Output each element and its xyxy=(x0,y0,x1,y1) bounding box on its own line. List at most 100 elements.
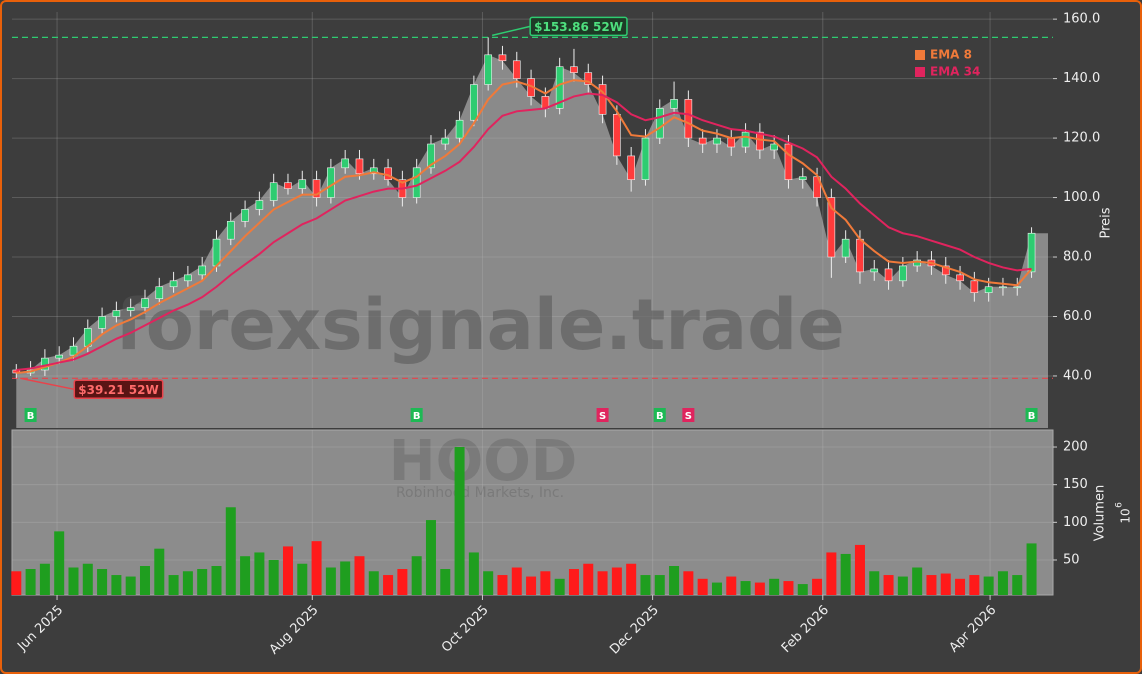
volume-bar xyxy=(182,571,193,595)
volume-bar xyxy=(411,556,422,595)
candle-body xyxy=(226,221,235,240)
volume-bar xyxy=(297,563,308,595)
volume-bar xyxy=(325,567,336,595)
y-axis-label: Volumen xyxy=(1093,485,1108,542)
x-tick-label: Feb 2026 xyxy=(779,603,832,656)
candle-body xyxy=(598,84,607,115)
volume-bar xyxy=(483,571,494,595)
signal-label: B xyxy=(413,411,421,422)
volume-bar xyxy=(311,541,322,595)
x-tick-label: Aug 2025 xyxy=(267,603,322,658)
candle-body xyxy=(627,155,635,181)
volume-bar xyxy=(883,575,894,595)
volume-bar xyxy=(454,447,465,595)
volume-bar xyxy=(626,563,637,595)
y-tick-label: 100 xyxy=(1063,515,1088,530)
candle-body xyxy=(798,176,807,181)
volume-bar xyxy=(926,575,937,595)
candle-body xyxy=(756,131,764,151)
candle-body xyxy=(312,179,321,198)
y-tick-label: 50 xyxy=(1063,552,1080,567)
candle-body xyxy=(327,167,335,198)
signal-marker xyxy=(1025,408,1038,422)
legend-label: EMA 34 xyxy=(930,65,980,79)
legend-swatch xyxy=(915,50,925,60)
candle-body xyxy=(841,238,850,258)
annotation: $39.21 52W xyxy=(20,377,164,400)
volume-bar xyxy=(397,569,408,595)
candle-body xyxy=(698,137,707,145)
annotation: $153.86 52W xyxy=(491,16,628,37)
candle-body xyxy=(298,179,307,189)
volume-bar xyxy=(354,556,365,595)
candle-body xyxy=(913,259,921,267)
candle-body xyxy=(55,354,63,359)
candle-body xyxy=(255,200,264,210)
unit-exponent: 6 xyxy=(1115,502,1125,508)
signal-label: B xyxy=(1028,411,1036,422)
signal-marker xyxy=(410,408,423,422)
signal-label: B xyxy=(27,411,35,422)
volume-bar xyxy=(240,556,251,595)
candle-body xyxy=(427,143,435,169)
volume-bar xyxy=(97,569,108,595)
candle-body xyxy=(455,119,464,139)
volume-bar xyxy=(826,552,837,595)
volume-bar xyxy=(1026,543,1037,595)
volume-bar xyxy=(497,575,508,595)
candle-body xyxy=(198,265,206,276)
candle-body xyxy=(870,268,879,273)
candle-body xyxy=(1013,286,1022,289)
signal-marker xyxy=(596,408,609,422)
watermark: forexsignale.trade xyxy=(115,284,844,366)
candle-body xyxy=(169,280,178,288)
legend-swatch xyxy=(915,67,925,77)
volume-bar xyxy=(526,576,537,595)
candle-body xyxy=(141,298,149,308)
y-tick-label: 100.0 xyxy=(1063,190,1100,205)
candle-body xyxy=(341,158,349,169)
volume-bar xyxy=(125,576,136,595)
signal-label: S xyxy=(685,411,692,422)
candle-body xyxy=(498,54,507,62)
volume-bar xyxy=(25,569,36,595)
price-area xyxy=(16,54,1049,429)
candle-body xyxy=(69,345,78,356)
volume-bar xyxy=(268,559,279,595)
volume-bar xyxy=(254,552,265,595)
candle-body xyxy=(670,99,678,109)
volume-bar xyxy=(197,569,208,595)
unit-base: 10 xyxy=(1119,508,1133,523)
candle-body xyxy=(956,274,964,282)
volume-bar xyxy=(597,571,608,595)
y-tick-label: 200 xyxy=(1063,440,1088,455)
volume-bar xyxy=(997,571,1008,595)
candle-body xyxy=(98,316,106,329)
y-tick-label: 120.0 xyxy=(1063,131,1100,146)
candle-body xyxy=(241,209,249,222)
volume-bar xyxy=(669,566,680,595)
ema-line xyxy=(16,79,1033,374)
volume-bar xyxy=(869,571,880,595)
volume-bar xyxy=(340,561,351,595)
candle-body xyxy=(155,286,164,299)
x-tick-label: Oct 2025 xyxy=(439,603,492,656)
candle-body xyxy=(713,137,721,145)
x-tick-label: Dec 2025 xyxy=(607,603,662,658)
volume-bar xyxy=(440,569,451,595)
candle-body xyxy=(112,310,121,317)
volume-bar xyxy=(769,578,780,595)
volume-bar xyxy=(783,581,794,595)
volume-bar xyxy=(68,567,79,595)
volume-bar xyxy=(554,578,565,595)
candle-body xyxy=(884,268,893,282)
candle-body xyxy=(827,197,836,258)
volume-bar xyxy=(139,566,150,595)
candle-body xyxy=(1027,232,1036,273)
volume-bar xyxy=(11,571,22,595)
annotation-arrow xyxy=(491,25,531,37)
plot-background xyxy=(11,429,1054,596)
